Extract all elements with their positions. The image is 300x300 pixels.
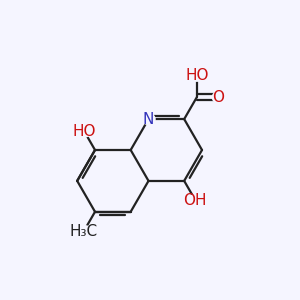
Text: N: N — [143, 112, 154, 127]
Ellipse shape — [212, 92, 224, 103]
Text: H₃C: H₃C — [70, 224, 98, 238]
Ellipse shape — [76, 126, 93, 137]
Text: OH: OH — [184, 193, 207, 208]
Ellipse shape — [187, 195, 204, 206]
Ellipse shape — [142, 114, 155, 124]
Text: O: O — [212, 90, 224, 105]
Ellipse shape — [74, 226, 93, 236]
Text: HO: HO — [73, 124, 96, 139]
Ellipse shape — [188, 70, 205, 81]
Text: HO: HO — [185, 68, 208, 83]
